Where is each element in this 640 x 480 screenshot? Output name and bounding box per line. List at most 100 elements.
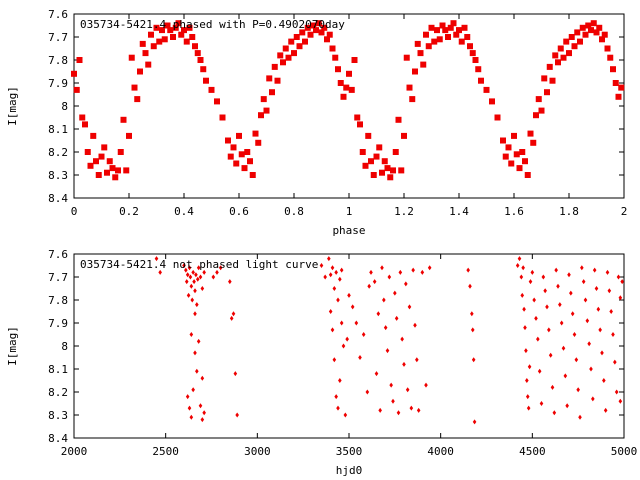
data-point <box>574 29 581 36</box>
y-tick-label: 7.8 <box>48 54 68 67</box>
data-point <box>394 315 399 321</box>
data-point <box>530 139 537 146</box>
data-point <box>200 417 205 423</box>
y-tick-label: 7.6 <box>48 248 68 261</box>
data-point <box>194 50 201 57</box>
data-point <box>326 31 333 38</box>
data-point <box>392 149 399 155</box>
data-point <box>123 167 130 174</box>
data-point <box>589 366 593 372</box>
data-point <box>550 384 555 390</box>
data-point <box>200 286 205 291</box>
data-point <box>362 162 369 169</box>
x-tick-label: 0.4 <box>174 205 194 218</box>
data-point <box>338 276 342 282</box>
data-point <box>187 405 192 411</box>
data-point <box>304 24 311 31</box>
data-point <box>131 84 138 91</box>
x-tick-label: 1.6 <box>504 205 524 218</box>
data-point <box>241 165 248 172</box>
data-point <box>596 306 601 312</box>
data-point <box>475 66 482 73</box>
data-point <box>618 295 623 301</box>
data-point <box>552 410 557 416</box>
data-point <box>260 96 267 103</box>
data-point <box>554 267 558 273</box>
data-point <box>468 283 472 289</box>
data-point <box>545 304 549 310</box>
data-point <box>159 27 165 34</box>
data-point <box>184 279 189 285</box>
data-point <box>330 327 335 333</box>
data-point <box>577 38 583 45</box>
data-point <box>84 149 91 155</box>
data-point <box>494 114 501 121</box>
data-point <box>95 172 102 178</box>
data-point <box>613 359 617 365</box>
data-point <box>214 98 220 105</box>
data-point <box>516 165 523 172</box>
data-point <box>387 174 394 181</box>
data-point <box>291 50 297 57</box>
data-point <box>236 132 242 139</box>
data-point <box>544 89 550 96</box>
data-point <box>592 267 597 273</box>
data-point <box>565 403 569 409</box>
data-point <box>412 68 418 75</box>
y-tick-label: 8.2 <box>48 146 68 159</box>
data-point <box>560 54 567 61</box>
data-point <box>489 98 495 105</box>
data-point <box>112 174 119 181</box>
data-point <box>549 77 556 84</box>
data-point <box>269 89 275 96</box>
data-point <box>293 34 300 40</box>
data-point <box>555 59 561 66</box>
data-point <box>471 357 476 363</box>
data-point <box>310 22 317 29</box>
data-point <box>522 158 528 165</box>
data-point <box>393 290 397 296</box>
x-tick-label: 5000 <box>611 445 638 458</box>
data-point <box>280 59 286 66</box>
data-point <box>354 114 361 121</box>
x-tick-label: 1.4 <box>449 205 469 218</box>
data-point <box>478 77 484 84</box>
data-point <box>604 45 611 52</box>
data-point <box>365 132 372 139</box>
data-point <box>191 269 195 275</box>
data-point <box>188 274 193 280</box>
data-point <box>390 167 396 174</box>
data-point <box>208 86 215 93</box>
data-point <box>198 403 203 409</box>
data-point <box>420 269 425 275</box>
data-point <box>568 34 575 40</box>
data-point <box>566 50 572 57</box>
x-tick-label: 2000 <box>61 445 88 458</box>
y-tick-label: 8.2 <box>48 386 68 399</box>
data-point <box>296 43 303 50</box>
data-point <box>338 378 342 383</box>
data-point <box>115 167 121 174</box>
y-tick-label: 7.7 <box>48 271 68 284</box>
data-point <box>332 357 337 363</box>
data-point <box>258 112 264 119</box>
data-point <box>233 371 238 377</box>
data-point <box>524 172 531 178</box>
y-tick-label: 8.3 <box>48 409 68 422</box>
data-point <box>324 36 330 43</box>
data-point <box>596 24 603 31</box>
data-point <box>182 263 186 268</box>
data-point <box>186 292 191 298</box>
data-point <box>172 24 179 31</box>
data-point <box>330 265 335 271</box>
data-point <box>406 84 413 91</box>
data-point <box>334 394 338 400</box>
data-point <box>76 57 83 63</box>
data-point <box>483 86 490 93</box>
y-tick-label: 7.9 <box>48 77 68 90</box>
data-point <box>252 130 259 137</box>
x-axis-label: hjd0 <box>336 464 363 477</box>
data-point <box>505 144 512 151</box>
data-point <box>109 165 116 172</box>
data-point <box>456 27 462 34</box>
